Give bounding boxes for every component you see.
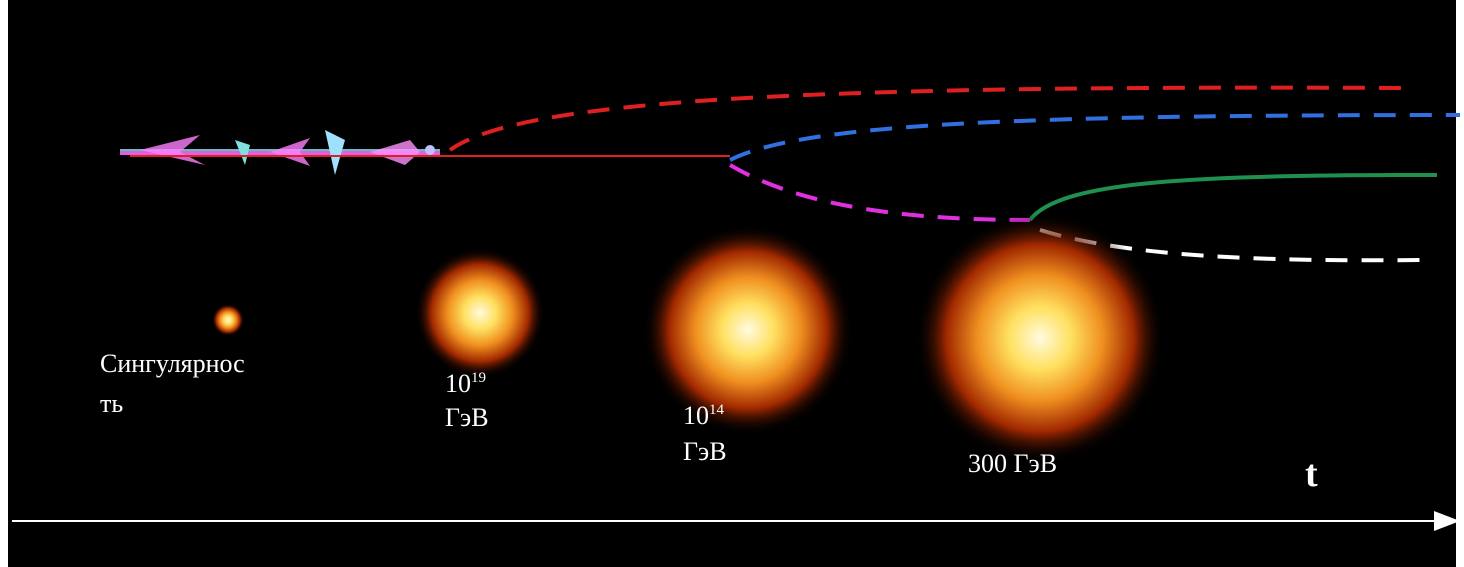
glow bbox=[915, 213, 1165, 463]
label: Сингулярнос bbox=[100, 349, 245, 378]
label: 1019 bbox=[445, 369, 486, 398]
label-exponent: 14 bbox=[709, 402, 725, 418]
label: 1014 bbox=[683, 401, 725, 430]
label-exponent: 19 bbox=[471, 370, 486, 386]
glow bbox=[415, 248, 545, 378]
glow bbox=[212, 304, 244, 336]
green-line bbox=[1028, 173, 1438, 222]
glow bbox=[643, 225, 853, 435]
unified-forces bbox=[120, 130, 440, 175]
label: ГэВ bbox=[683, 437, 727, 466]
label-base: 10 bbox=[683, 401, 709, 430]
left-edge bbox=[0, 0, 8, 567]
label-base: 10 bbox=[445, 369, 471, 398]
magenta-dashed bbox=[728, 163, 1031, 222]
axis-label: t bbox=[1305, 453, 1318, 495]
white-dashed bbox=[1039, 228, 1426, 263]
label: ГэВ bbox=[445, 403, 489, 432]
red-dashed bbox=[448, 85, 1411, 152]
axis-arrow bbox=[1434, 511, 1460, 531]
label: ть bbox=[100, 389, 123, 418]
blue-dashed bbox=[729, 113, 1461, 162]
right-edge bbox=[1456, 0, 1464, 567]
label: 300 ГэВ bbox=[968, 449, 1057, 478]
